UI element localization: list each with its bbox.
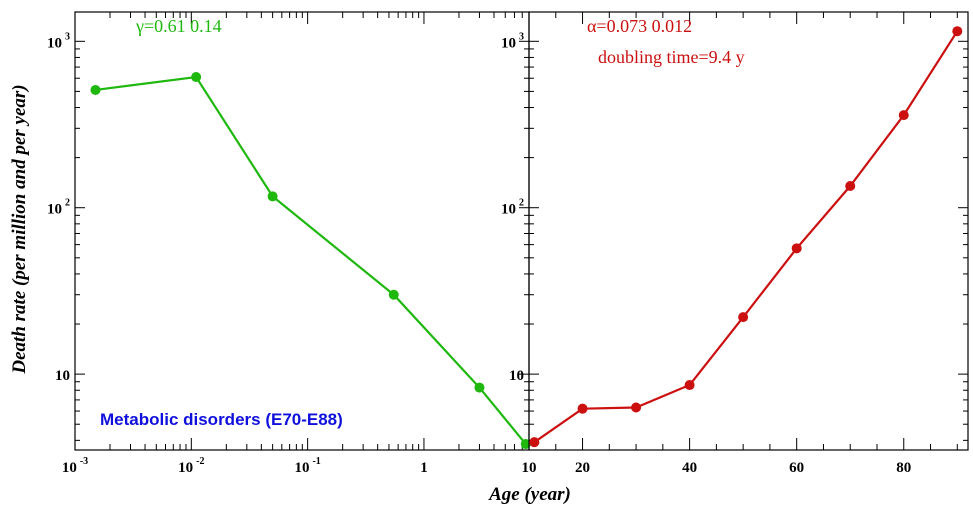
left-y-tick-label: 10 xyxy=(55,368,70,384)
left-x-tick-label: 1 xyxy=(420,460,428,476)
right-data-point xyxy=(845,181,856,192)
right-data-point xyxy=(738,312,749,323)
left-data-point xyxy=(520,439,531,450)
right-y-tick-label: 10 xyxy=(509,368,524,384)
right-data-point xyxy=(952,26,963,37)
left-frame xyxy=(74,11,530,451)
left-data-point xyxy=(474,382,485,393)
right-x-tick-label: 40 xyxy=(682,460,697,476)
right-frame xyxy=(528,11,969,451)
left-data-point xyxy=(90,84,101,95)
left-x-tick-label: 10 -1 xyxy=(294,456,320,476)
left-data-point xyxy=(267,191,278,202)
left-x-tick-label: 10 -2 xyxy=(178,456,204,476)
left-data-point xyxy=(388,289,399,300)
right-data-point xyxy=(631,402,642,413)
left-series-line xyxy=(95,75,527,445)
right-data-point xyxy=(684,380,695,391)
right-y-tick-label: 10 3 xyxy=(501,31,524,51)
right-panel: 10 10 2 10 3 10 20 40 60 80 xyxy=(501,11,969,476)
right-series-line xyxy=(533,30,959,444)
left-panel: 10 10 2 10 3 10 -3 10 -2 10 -1 1 xyxy=(47,11,531,476)
left-gamma-annotation: γ=0.61 0.14 xyxy=(135,16,222,36)
right-data-point xyxy=(791,243,802,254)
left-y-tick-label: 10 3 xyxy=(47,31,70,51)
left-data-point xyxy=(191,72,202,83)
dataset-label: Metabolic disorders (E70-E88) xyxy=(100,410,343,429)
right-x-tick-label: 10 xyxy=(522,460,537,476)
left-x-tick-label: 10 -3 xyxy=(62,456,88,476)
right-data-point xyxy=(529,437,540,448)
right-alpha-annotation: α=0.073 0.012 xyxy=(587,16,692,36)
left-y-tick-label: 10 2 xyxy=(47,198,70,218)
right-y-tick-label: 10 2 xyxy=(501,198,524,218)
right-doubling-annotation: doubling time=9.4 y xyxy=(598,47,745,67)
y-axis-title: Death rate (per million and per year) xyxy=(9,84,30,374)
x-axis-title: Age (year) xyxy=(488,484,571,505)
right-x-tick-label: 20 xyxy=(575,460,590,476)
right-x-tick-label: 60 xyxy=(789,460,804,476)
right-data-point xyxy=(898,110,909,121)
right-x-tick-label: 80 xyxy=(896,460,911,476)
right-data-point xyxy=(577,403,588,414)
